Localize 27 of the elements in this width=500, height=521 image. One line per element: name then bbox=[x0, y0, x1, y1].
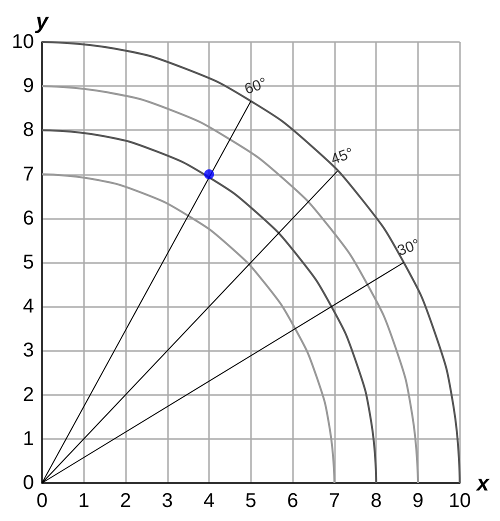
annotation: 60° bbox=[242, 74, 270, 98]
annotation: 45° bbox=[328, 144, 356, 168]
x-tick-label: 7 bbox=[328, 490, 340, 512]
y-tick-label: 9 bbox=[22, 75, 34, 98]
y-tick-label: 2 bbox=[22, 384, 34, 406]
x-tick-label: 0 bbox=[36, 490, 48, 512]
x-axis-title: x bbox=[476, 470, 490, 496]
y-tick-label: 4 bbox=[22, 296, 34, 318]
y-tick-label: 1 bbox=[22, 428, 34, 450]
x-tick-label: 9 bbox=[412, 490, 424, 512]
y-tick-label: 6 bbox=[22, 207, 34, 230]
x-tick-label: 5 bbox=[245, 490, 256, 512]
y-axis-title: y bbox=[34, 8, 50, 34]
x-tick-label: 4 bbox=[204, 490, 215, 512]
y-tick-label: 10 bbox=[12, 31, 34, 53]
x-tick-label: 6 bbox=[287, 490, 298, 512]
y-tick-label: 8 bbox=[22, 119, 34, 142]
y-tick-label: 0 bbox=[22, 472, 34, 494]
x-tick-label: 3 bbox=[162, 490, 173, 512]
y-tick-label: 7 bbox=[22, 163, 34, 186]
annotation: 30° bbox=[395, 236, 422, 260]
x-tick-label: 10 bbox=[448, 490, 471, 512]
x-tick-label: 1 bbox=[78, 490, 90, 512]
x-tick-label: 2 bbox=[120, 490, 132, 512]
y-tick-label: 3 bbox=[22, 340, 34, 362]
x-tick-label: 8 bbox=[370, 490, 382, 512]
y-tick-label: 5 bbox=[22, 252, 34, 274]
